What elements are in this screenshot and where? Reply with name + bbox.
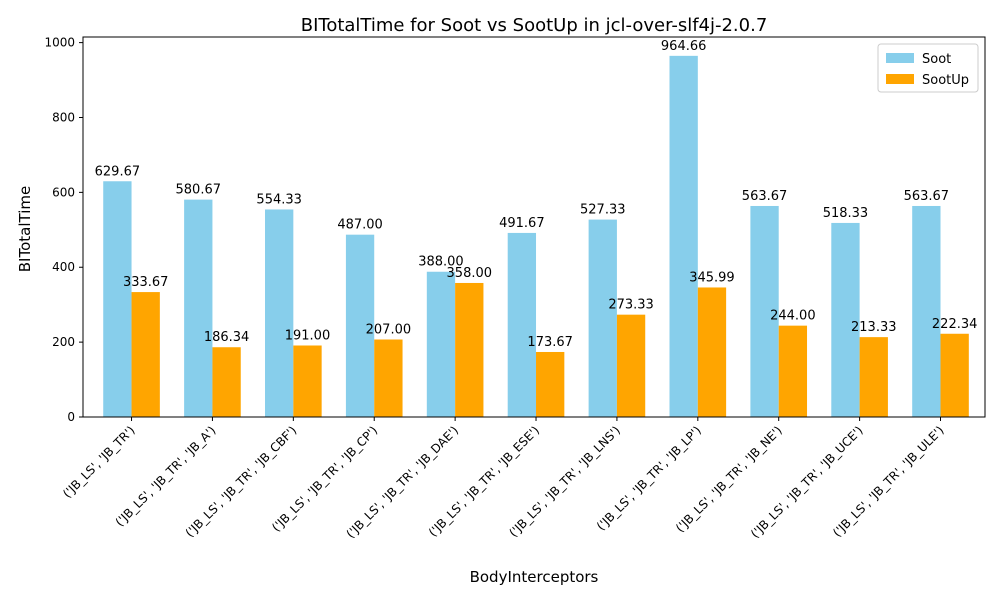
plot-frame [82,36,986,418]
legend-label-soot: Soot [922,52,951,67]
bar-sootup-1 [212,347,241,417]
y-tick-label: 600 [52,185,75,199]
data-label-sootup-4: 358.00 [447,266,493,281]
data-label-sootup-10: 222.34 [932,317,978,332]
y-tick-label: 0 [67,410,75,424]
bar-soot-9 [831,222,860,417]
bar-sootup-2 [293,345,322,417]
data-label-sootup-5: 173.67 [527,335,573,350]
legend: Soot SootUp [877,43,979,93]
data-label-soot-2: 554.33 [256,192,302,207]
data-label-sootup-7: 345.99 [689,270,735,285]
y-tick-label: 800 [52,110,75,124]
data-label-sootup-9: 213.33 [851,320,897,335]
x-tick-label: ('JB_LS', 'JB_TR') [60,423,138,501]
data-label-soot-6: 527.33 [580,203,626,218]
bar-soot-0 [103,181,132,417]
data-label-soot-9: 518.33 [823,206,869,221]
data-label-sootup-3: 207.00 [366,323,412,338]
data-label-soot-3: 487.00 [337,218,383,233]
data-label-sootup-0: 333.67 [123,275,169,290]
bar-sootup-6 [616,314,646,417]
bar-sootup-3 [374,339,403,417]
bar-soot-5 [507,232,537,417]
bar-sootup-7 [697,287,727,417]
y-tick-label: 400 [52,260,75,274]
data-label-soot-10: 563.67 [904,189,950,204]
data-label-soot-7: 964.66 [661,39,707,54]
data-label-sootup-6: 273.33 [608,298,654,313]
bar-sootup-4 [455,282,484,417]
legend-swatch-sootup [886,74,914,84]
legend-swatch-soot [886,53,914,63]
bar-sootup-8 [778,325,808,417]
chart-title: BITotalTime for Soot vs SootUp in jcl-ov… [301,15,768,36]
bar-soot-3 [345,234,375,417]
legend-label-sootup: SootUp [922,73,969,88]
bar-sootup-5 [536,351,565,417]
y-tick-label: 1000 [44,36,75,50]
data-label-sootup-8: 244.00 [770,309,816,324]
data-label-sootup-2: 191.00 [285,328,331,343]
bar-soot-2 [265,209,294,417]
y-tick-label: 200 [52,335,75,349]
data-label-soot-5: 491.67 [499,216,545,231]
bar-soot-7 [669,55,698,418]
bar-soot-1 [184,199,213,417]
bar-sootup-9 [859,337,888,417]
bar-soot-4 [426,271,456,417]
bar-soot-10 [912,205,941,417]
data-label-soot-4: 388.00 [418,255,464,270]
data-label-soot-1: 580.67 [176,183,222,198]
x-axis-label: BodyInterceptors [470,568,599,586]
bar-soot-8 [750,205,779,417]
bar-soot-6 [588,219,617,417]
bar-sootup-0 [131,292,160,417]
data-label-soot-0: 629.67 [95,164,141,179]
data-label-sootup-1: 186.34 [204,330,250,345]
data-label-soot-8: 563.67 [742,189,788,204]
plot-area: 629.67 333.67 580.67 186.34 554.33 191.00 487.… [95,39,978,418]
y-axis-label: BITotalTime [16,186,34,272]
bar-sootup-10 [940,333,969,417]
